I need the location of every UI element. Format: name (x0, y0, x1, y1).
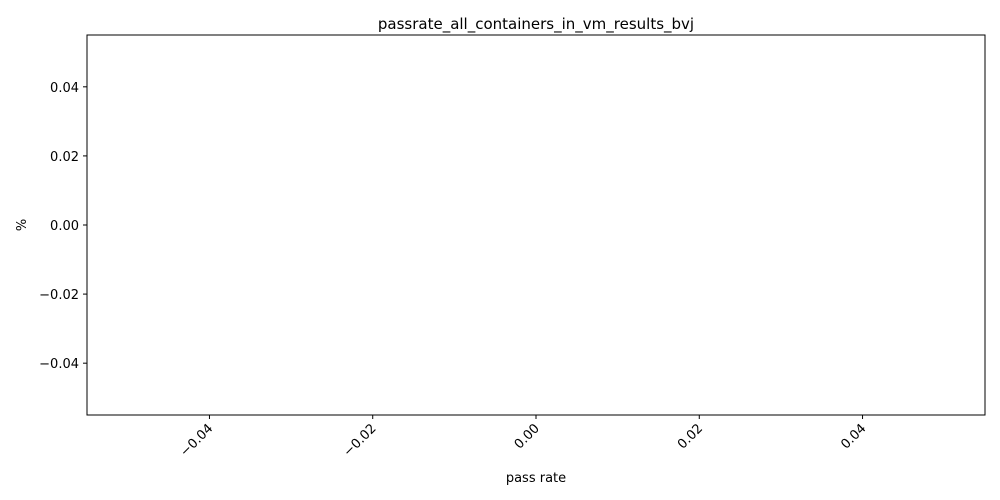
y-axis-label: % (15, 219, 30, 231)
y-tick-label: 0.00 (50, 219, 79, 234)
y-axis-ticks: −0.04 −0.02 0.00 0.02 0.04 (39, 81, 87, 372)
y-tick-label: −0.02 (39, 288, 79, 303)
y-tick-label: 0.04 (50, 81, 79, 96)
y-tick-label: −0.04 (39, 357, 79, 372)
chart-title: passrate_all_containers_in_vm_results_bv… (378, 15, 694, 34)
y-tick-label: 0.02 (50, 150, 79, 165)
x-axis-label: pass rate (506, 471, 566, 486)
